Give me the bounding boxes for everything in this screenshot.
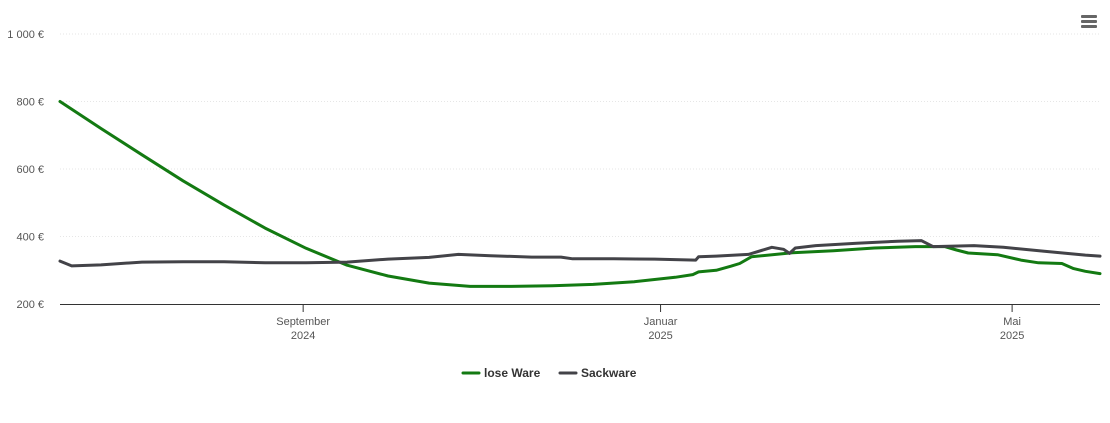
y-tick-label: 800 € xyxy=(16,97,44,109)
x-tick-label-year: 2025 xyxy=(648,330,672,342)
x-tick-label-month: Mai xyxy=(1003,316,1021,328)
x-tick-label-month: Januar xyxy=(644,316,678,328)
legend: lose Ware Sackware xyxy=(461,366,637,380)
x-tick-label-year: 2025 xyxy=(1000,330,1024,342)
series-group xyxy=(58,100,1102,288)
y-tick-label: 1 000 € xyxy=(7,29,44,41)
grid xyxy=(60,33,1100,237)
y-tick-label: 600 € xyxy=(16,164,44,176)
y-tick-label: 400 € xyxy=(16,232,44,244)
y-tick-label: 200 € xyxy=(16,299,44,311)
legend-label: lose Ware xyxy=(484,366,541,380)
x-tick-label-year: 2024 xyxy=(291,330,315,342)
y-axis: 200 € 400 € 600 € 800 € 1 000 € xyxy=(7,29,44,311)
legend-item-sackware[interactable]: Sackware xyxy=(558,366,637,380)
hamburger-menu-icon xyxy=(1081,15,1097,28)
x-axis: September 2024 Januar 2025 Mai 2025 xyxy=(60,304,1100,342)
x-tick-label-month: September xyxy=(276,316,330,328)
legend-label: Sackware xyxy=(581,366,637,380)
chart-menu-button[interactable] xyxy=(1076,10,1102,32)
series-line-lose-ware[interactable] xyxy=(58,100,1102,288)
series-line-sackware[interactable] xyxy=(58,239,1102,268)
legend-item-lose-ware[interactable]: lose Ware xyxy=(461,366,541,380)
